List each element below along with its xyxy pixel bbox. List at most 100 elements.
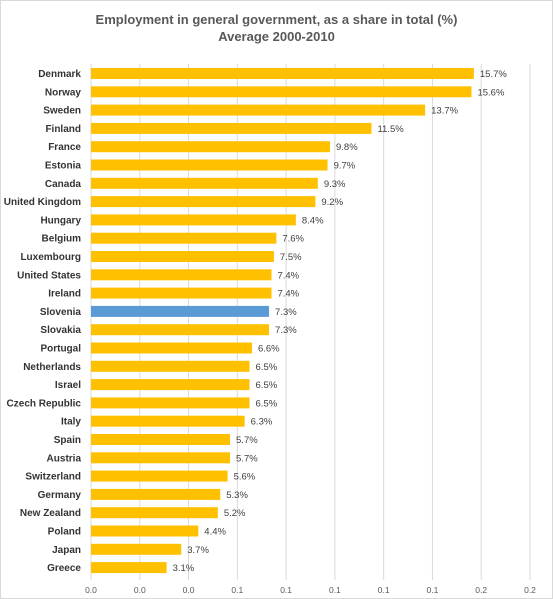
bar	[91, 232, 277, 244]
value-label: 9.3%	[324, 179, 346, 190]
value-label: 7.3%	[275, 325, 297, 336]
bar	[91, 287, 272, 299]
value-label: 15.6%	[477, 87, 504, 98]
x-tick-label: 0.0	[183, 585, 195, 595]
category-labels: Denmark Norway Sweden Finland France Estonia C…	[4, 69, 82, 574]
bar	[91, 269, 272, 281]
bar	[91, 525, 199, 537]
bar	[91, 397, 250, 409]
category-label: United States	[17, 270, 81, 281]
category-label: Switzerland	[25, 472, 81, 483]
bar	[91, 177, 318, 189]
category-label: Italy	[61, 417, 81, 428]
category-label: Ireland	[48, 289, 81, 300]
bar	[91, 141, 331, 153]
value-label: 9.8%	[336, 142, 358, 153]
bar	[91, 507, 218, 519]
bars	[91, 68, 474, 574]
value-label: 6.5%	[256, 398, 278, 409]
bar	[91, 305, 270, 317]
bar	[91, 434, 231, 445]
value-label: 3.1%	[173, 563, 195, 574]
value-label: 4.4%	[204, 527, 226, 538]
category-label: Netherlands	[23, 362, 81, 373]
value-label: 6.3%	[251, 417, 273, 428]
value-label: 5.2%	[224, 508, 246, 519]
category-label: Japan	[52, 545, 81, 556]
bar	[91, 452, 231, 464]
bar	[91, 214, 296, 226]
bar	[91, 159, 328, 171]
chart-subtitle: Average 2000-2010	[218, 29, 335, 44]
category-label: Germany	[38, 490, 82, 501]
category-label: Canada	[45, 179, 82, 190]
x-tick-label: 0.2	[475, 585, 487, 595]
category-label: Estonia	[45, 161, 82, 172]
x-tick-label: 0.1	[378, 585, 390, 595]
category-label: Finland	[45, 124, 81, 135]
chart-title: Employment in general government, as a s…	[95, 12, 458, 27]
bar	[91, 488, 221, 500]
x-tick-label: 0.0	[85, 585, 97, 595]
value-label: 7.5%	[280, 252, 302, 263]
bar	[91, 324, 270, 336]
bar	[91, 415, 245, 427]
x-tick-label: 0.1	[280, 585, 292, 595]
category-label: Poland	[48, 527, 81, 538]
bar	[91, 379, 250, 391]
bar	[91, 122, 372, 134]
value-label: 7.6%	[282, 234, 304, 245]
category-label: Hungary	[40, 215, 81, 226]
value-label: 6.5%	[256, 380, 278, 391]
value-label: 9.2%	[321, 197, 343, 208]
category-label: Norway	[45, 87, 82, 98]
value-label: 6.5%	[256, 362, 278, 373]
value-label: 9.7%	[334, 161, 356, 172]
bar	[91, 470, 228, 482]
value-label: 5.6%	[234, 472, 256, 483]
value-label: 7.4%	[277, 289, 299, 300]
category-label: New Zealand	[20, 508, 81, 519]
bar	[91, 86, 472, 98]
x-tick-labels: 0.0 0.0 0.0 0.1 0.1 0.1 0.1 0.1 0.2 0.2	[85, 585, 536, 595]
category-label: Austria	[47, 453, 82, 464]
bar	[91, 360, 250, 372]
value-label: 6.6%	[258, 344, 280, 355]
category-label: Spain	[54, 435, 81, 446]
category-label: Israel	[55, 380, 81, 391]
value-label: 8.4%	[302, 215, 324, 226]
value-label: 5.7%	[236, 435, 258, 446]
bar	[91, 104, 426, 116]
value-label: 13.7%	[431, 106, 458, 117]
category-label: Slovakia	[40, 325, 81, 336]
bar	[91, 543, 182, 555]
category-label: Denmark	[38, 69, 81, 80]
category-label: France	[48, 142, 81, 153]
value-labels: 15.7% 15.6% 13.7% 11.5% 9.8% 9.7% 9.3% 9.2% 8.4%…	[173, 69, 508, 574]
value-label: 3.7%	[187, 545, 209, 556]
x-tick-label: 0.1	[231, 585, 243, 595]
value-label: 5.7%	[236, 453, 258, 464]
bar	[91, 68, 474, 79]
category-label: Portugal	[40, 344, 81, 355]
category-label: Slovenia	[40, 307, 82, 318]
bar	[91, 562, 167, 574]
value-label: 11.5%	[377, 124, 404, 135]
category-label: United Kingdom	[4, 197, 81, 208]
category-label: Luxembourg	[20, 252, 81, 263]
x-tick-label: 0.1	[329, 585, 341, 595]
value-label: 15.7%	[480, 69, 507, 80]
value-label: 7.4%	[277, 270, 299, 281]
category-label: Sweden	[43, 106, 81, 117]
bar	[91, 251, 274, 262]
bar	[91, 196, 316, 208]
x-tick-label: 0.0	[134, 585, 146, 595]
x-tick-label: 0.1	[427, 585, 439, 595]
category-label: Greece	[47, 563, 81, 574]
bar	[91, 342, 252, 354]
category-label: Belgium	[42, 234, 82, 245]
value-label: 5.3%	[226, 490, 248, 501]
category-label: Czech Republic	[7, 398, 82, 409]
value-label: 7.3%	[275, 307, 297, 318]
